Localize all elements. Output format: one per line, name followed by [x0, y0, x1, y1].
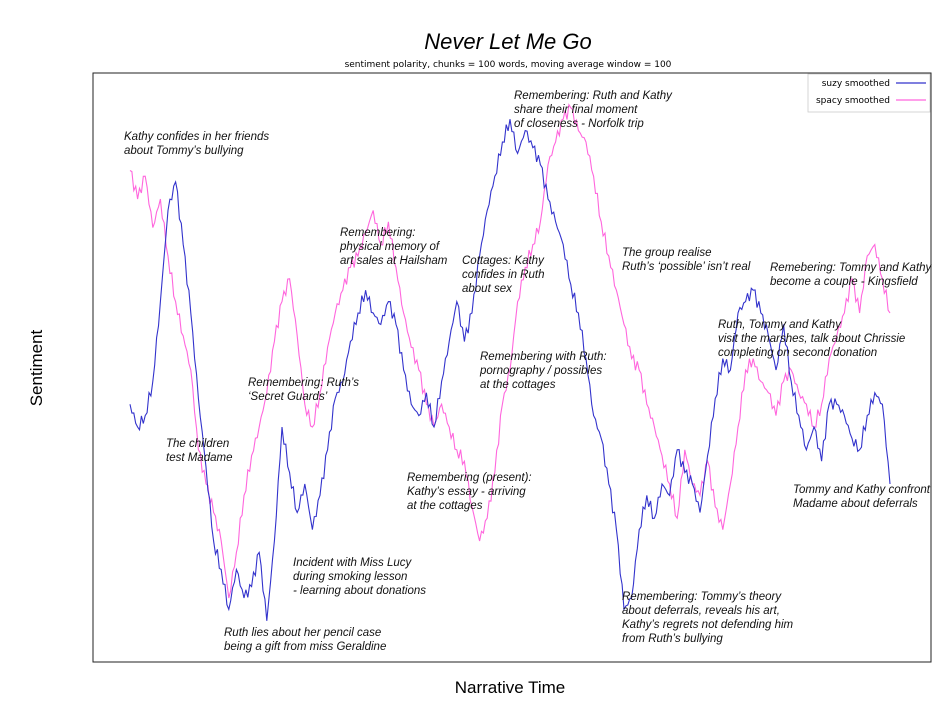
annotation-line: Kathy confides in her friends [124, 131, 269, 143]
annotation-9: Remembering with Ruth: pornography / poss… [479, 351, 607, 391]
annotation-line: of closeness - Norfolk trip [514, 118, 644, 130]
annotation-line: at the cottages [480, 379, 556, 391]
annotation-line: about deferrals, reveals his art, [622, 605, 780, 617]
annotation-line: about sex [462, 283, 513, 295]
annotation-line: Ruth, Tommy and Kathy [718, 319, 842, 331]
annotation-line: - learning about donations [293, 585, 426, 597]
annotation-line: about Tommy’s bullying [124, 145, 244, 157]
annotation-12: Remembering: Tommy’s theory about deferra… [622, 591, 794, 645]
annotation-line: confides in Ruth [462, 269, 544, 281]
annotation-line: Tommy and Kathy confront [793, 484, 931, 496]
x-axis-label: Narrative Time [455, 678, 566, 697]
annotation-line: The children [166, 438, 229, 450]
annotation-line: being a gift from miss Geraldine [224, 641, 386, 653]
annotation-line: Kathy’s regrets not defending him [622, 619, 794, 631]
annotation-line: Kathy’s essay - arriving [407, 486, 526, 498]
annotation-line: physical memory of [339, 241, 441, 253]
annotation-line: completing on second donation [718, 347, 877, 359]
annotation-line: ‘Secret Guards’ [248, 391, 328, 403]
annotation-line: at the cottages [407, 500, 483, 512]
annotation-line: pornography / possibles [479, 365, 602, 377]
annotation-3: Ruth lies about her pencil case being a g… [224, 627, 386, 653]
annotation-10: Remembering: Ruth and Kathy share their f… [514, 90, 673, 130]
annotation-line: Remembering: Ruth’s [248, 377, 359, 389]
annotation-5: Incident with Miss Lucy during smoking le… [293, 557, 426, 597]
annotation-line: Ruth lies about her pencil case [224, 627, 381, 639]
annotation-line: from Ruth’s bullying [622, 633, 723, 645]
chart-subtitle: sentiment polarity, chunks = 100 words, … [345, 60, 672, 70]
annotation-line: share their final moment [514, 104, 638, 116]
series-line-suzy [129, 119, 891, 621]
annotation-line: Ruth’s ‘possible’ isn’t real [622, 261, 751, 273]
annotation-line: Remembering: Ruth and Kathy [514, 90, 673, 102]
annotation-line: The group realise [622, 247, 712, 259]
plot-lines [129, 103, 891, 621]
annotation-line: Remembering: Tommy’s theory [622, 591, 782, 603]
legend: suzy smoothed spacy smoothed [807, 73, 931, 113]
annotation-8: Cottages: Kathy confides in Ruth about sex [462, 255, 545, 295]
annotation-line: visit the marshes, talk about Chrissie [718, 333, 905, 345]
annotation-6: Remembering: physical memory of art sales … [339, 227, 448, 267]
annotation-line: during smoking lesson [293, 571, 407, 583]
y-axis-label: Sentiment [27, 329, 46, 406]
annotation-2: The children test Madame [166, 438, 232, 464]
plot-frame [92, 72, 932, 663]
annotation-line: Remebering: Tommy and Kathy [770, 262, 933, 274]
annotation-line: Remembering (present): [407, 472, 532, 484]
legend-label-spacy: spacy smoothed [816, 96, 890, 106]
annotations: Kathy confides in her friends about Tommy… [124, 90, 933, 653]
annotation-line: Madame about deferrals [793, 498, 918, 510]
annotation-11: The group realise Ruth’s ‘possible’ isn’t… [622, 247, 751, 273]
annotation-1: Kathy confides in her friends about Tommy… [124, 131, 269, 157]
annotation-line: art sales at Hailsham [340, 255, 448, 267]
annotation-line: Cottages: Kathy [462, 255, 545, 267]
legend-label-suzy: suzy smoothed [822, 79, 890, 89]
annotation-15: Tommy and Kathy confront Madame about def… [793, 484, 931, 510]
chart-title: Never Let Me Go [424, 29, 592, 54]
legend-box [807, 73, 931, 113]
series-line-spacy [129, 103, 891, 599]
annotation-14: Remebering: Tommy and Kathy become a coup… [770, 262, 933, 288]
annotation-line: test Madame [166, 452, 232, 464]
annotation-line: Incident with Miss Lucy [293, 557, 412, 569]
annotation-13: Ruth, Tommy and Kathy visit the marshes, … [718, 319, 905, 359]
annotation-line: Remembering: [340, 227, 415, 239]
annotation-line: become a couple - Kingsfield [770, 276, 918, 288]
annotation-7: Remembering (present): Kathy’s essay - ar… [407, 472, 532, 512]
annotation-4: Remembering: Ruth’s ‘Secret Guards’ [248, 377, 359, 403]
annotation-line: Remembering with Ruth: [480, 351, 607, 363]
